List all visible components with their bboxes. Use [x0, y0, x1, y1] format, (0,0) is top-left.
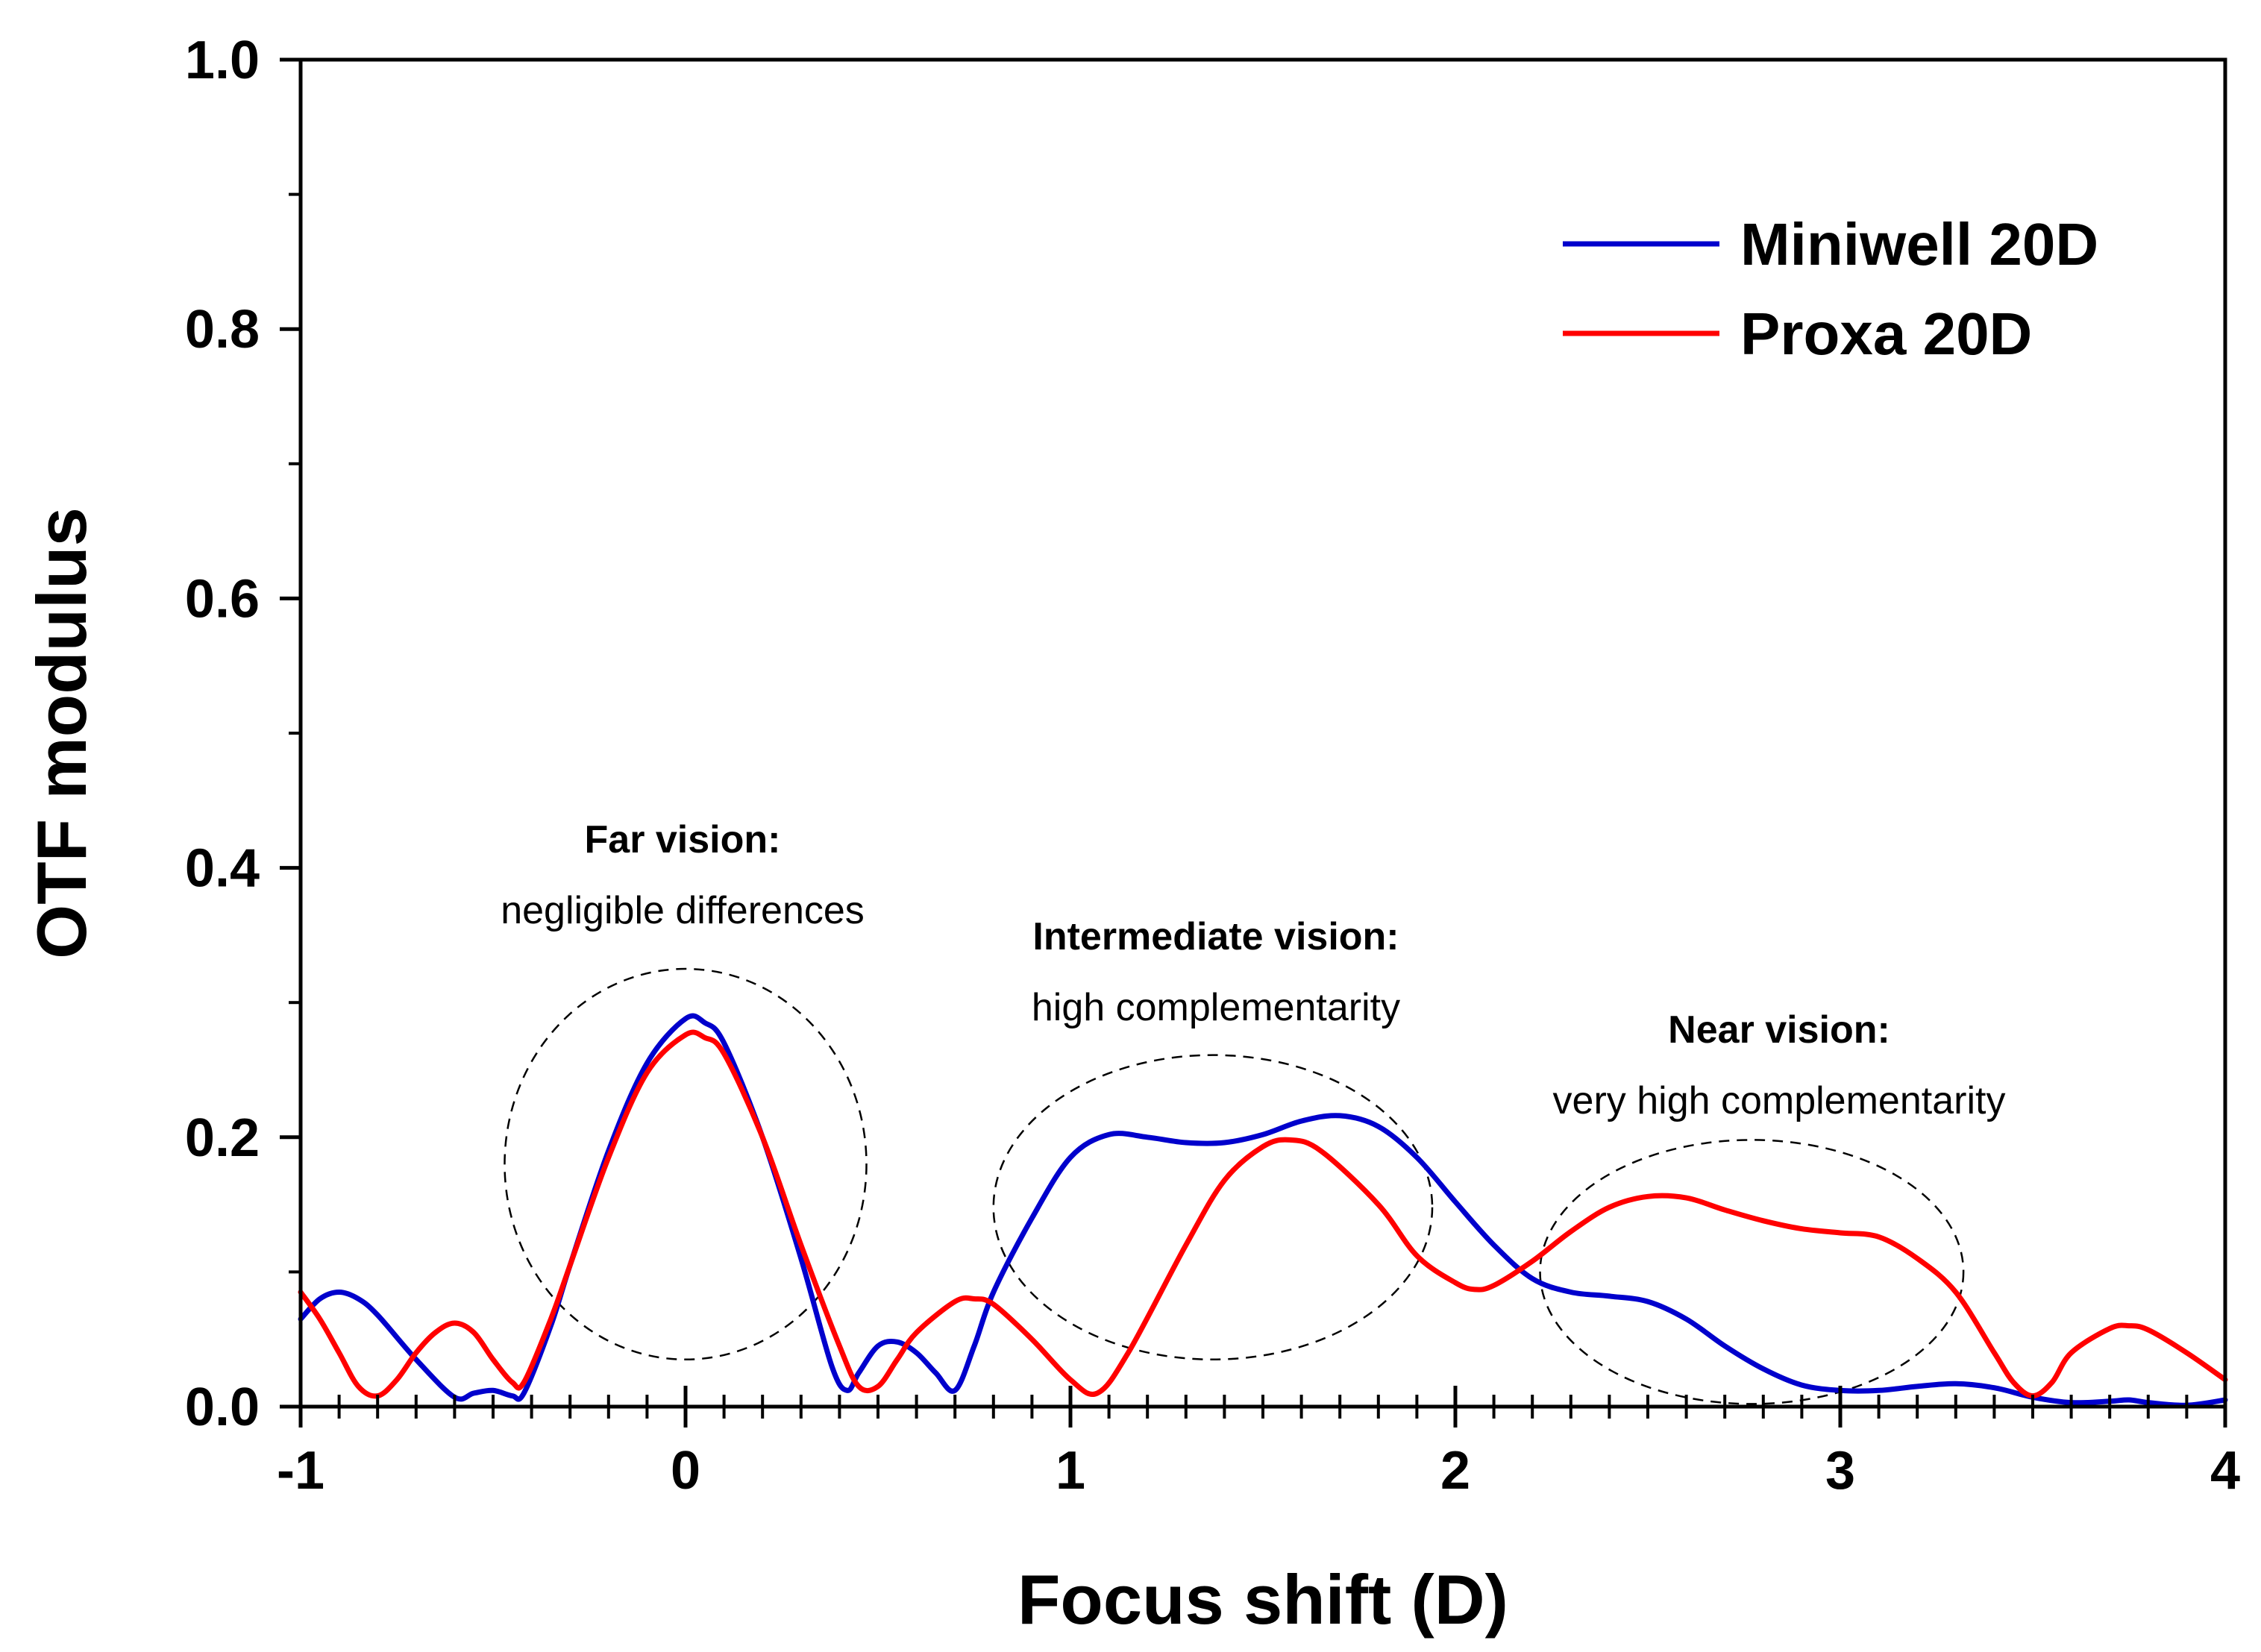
intermediate-vision-text: high complementarity: [1032, 986, 1400, 1029]
near-vision-title: Near vision:: [1668, 1008, 1890, 1052]
annotation-ellipses: [504, 967, 1965, 1405]
legend: Miniwell 20D Proxa 20D: [1563, 211, 2098, 367]
near-vision-text: very high complementarity: [1553, 1079, 2006, 1122]
legend-label-miniwell: Miniwell 20D: [1740, 211, 2098, 277]
legend-label-proxa: Proxa 20D: [1740, 301, 2032, 367]
intermediate-vision-title: Intermediate vision:: [1032, 915, 1399, 958]
y-tick-label: 0.2: [185, 1108, 260, 1168]
x-axis-title: Focus shift (D): [1017, 1560, 1508, 1639]
x-tick-label: 0: [671, 1441, 700, 1501]
far-vision-title: Far vision:: [585, 818, 781, 861]
x-tick-label: 2: [1440, 1441, 1470, 1501]
y-tick-label: 0.6: [185, 569, 260, 629]
y-tick-label: 0.0: [185, 1378, 260, 1437]
far-vision-text: negligible differences: [501, 889, 865, 932]
x-tick-label: 4: [2210, 1441, 2240, 1501]
intermediate-vision-ellipse: [992, 1054, 1434, 1361]
x-tick-label: 3: [1825, 1441, 1855, 1501]
x-tick-label: -1: [277, 1441, 324, 1501]
y-axis-title: OTF modulus: [22, 507, 101, 959]
y-tick-label: 0.8: [185, 300, 260, 359]
series-line-proxa-20d: [298, 1029, 2228, 1399]
y-tick-label: 0.4: [185, 839, 260, 899]
x-tick-label: 1: [1056, 1441, 1085, 1501]
y-tick-label: 1.0: [185, 31, 260, 90]
near-vision-ellipse: [1539, 1139, 1965, 1405]
far-vision-ellipse: [504, 967, 868, 1361]
axis-ticks: -1 0 1 2 3 4 0.0 0.2 0.4 0.6 0.8 1.0: [185, 31, 2240, 1501]
